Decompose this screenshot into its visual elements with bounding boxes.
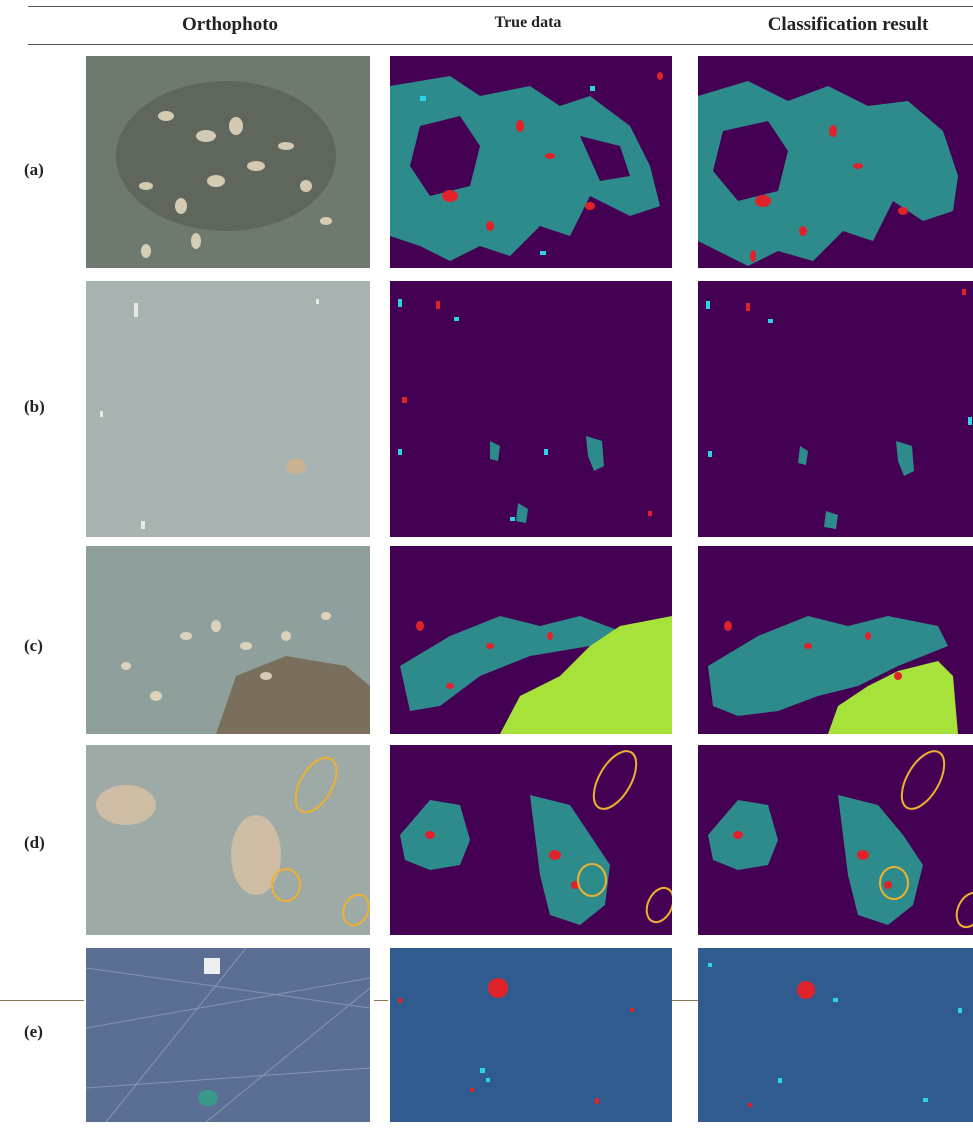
true-data-c [390, 546, 672, 734]
true-data-d [390, 745, 672, 935]
row-label-d: (d) [24, 833, 45, 852]
row-label-b: (b) [24, 397, 45, 416]
classification-e [698, 948, 973, 1122]
row-label-e: (e) [24, 1022, 43, 1041]
left-edge-line [0, 1000, 84, 1001]
classification-a [698, 56, 973, 268]
column-header-classification: Classification result [767, 14, 929, 35]
orthophoto-c [86, 546, 370, 734]
orthophoto-d [86, 745, 370, 935]
table-header-rule [28, 44, 973, 45]
table-top-rule [28, 6, 973, 7]
classification-b [698, 281, 973, 537]
true-data-a [390, 56, 672, 268]
row-label-c: (c) [24, 636, 43, 655]
middle-connector-line [374, 1000, 388, 1001]
orthophoto-b [86, 281, 370, 537]
right-connector-line [672, 1000, 698, 1001]
column-header-orthophoto: Orthophoto [181, 14, 279, 35]
column-header-true-data: True data [494, 14, 562, 31]
true-data-b [390, 281, 672, 537]
orthophoto-e [86, 948, 370, 1122]
row-label-a: (a) [24, 160, 44, 179]
orthophoto-a [86, 56, 370, 268]
classification-d [698, 745, 973, 935]
classification-c [698, 546, 973, 734]
true-data-e [390, 948, 672, 1122]
